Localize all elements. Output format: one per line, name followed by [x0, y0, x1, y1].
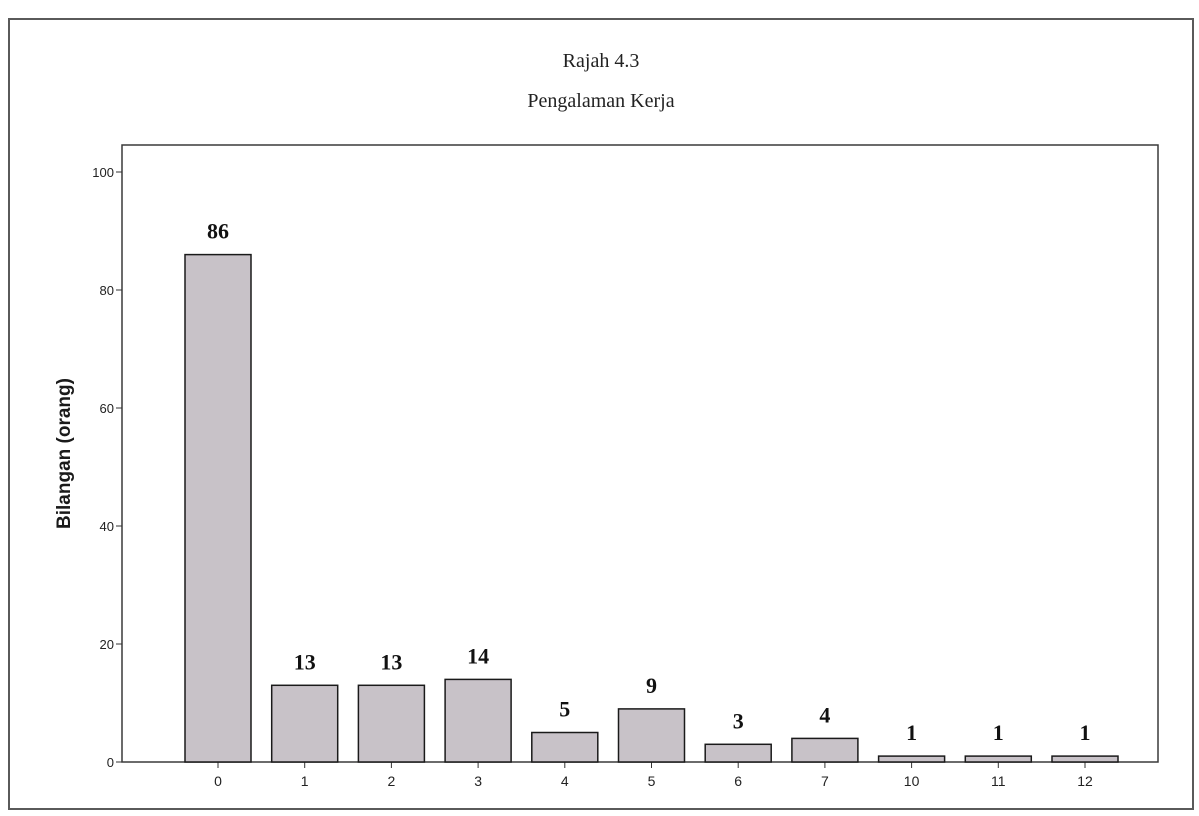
data-label-0: 86 — [207, 219, 229, 244]
y-tick-label: 80 — [100, 283, 114, 298]
chart-subtitle: Pengalaman Kerja — [527, 90, 675, 112]
bar-11 — [964, 755, 1033, 763]
y-tick-label: 60 — [100, 401, 114, 416]
bar-0 — [184, 253, 252, 763]
x-tick-label-2: 2 — [388, 773, 396, 789]
data-label-10: 1 — [906, 720, 917, 745]
y-axis: 0 20 40 60 80 100 — [92, 165, 122, 770]
x-tick-label-4: 4 — [561, 773, 569, 789]
x-tick-label-5: 5 — [648, 773, 656, 789]
data-label-1: 13 — [294, 649, 316, 674]
x-tick-label-1: 1 — [301, 773, 309, 789]
x-tick-label-3: 3 — [474, 773, 482, 789]
bar-7 — [791, 737, 859, 763]
data-label-12: 1 — [1080, 720, 1091, 745]
y-tick-label: 40 — [100, 519, 114, 534]
data-label-6: 3 — [733, 708, 744, 733]
bar-5 — [617, 708, 686, 763]
x-tick-label-6: 6 — [734, 773, 742, 789]
x-axis: 0 1 2 3 4 5 6 7 10 11 12 — [214, 762, 1093, 789]
bar-3 — [444, 678, 512, 763]
x-tick-label-10: 10 — [904, 773, 920, 789]
data-label-4: 5 — [559, 697, 570, 722]
bar-2 — [357, 684, 426, 763]
bar-4 — [531, 731, 599, 763]
bar-12 — [1051, 755, 1119, 763]
x-tick-label-12: 12 — [1077, 773, 1093, 789]
chart-title: Rajah 4.3 — [562, 50, 640, 72]
data-label-11: 1 — [993, 720, 1004, 745]
x-tick-label-7: 7 — [821, 773, 829, 789]
y-axis-label: Bilangan (orang) — [54, 378, 75, 529]
data-label-3: 14 — [467, 643, 489, 668]
data-labels-group: 86 13 13 14 5 9 3 4 1 1 1 — [207, 219, 1091, 745]
x-tick-label-0: 0 — [214, 773, 222, 789]
plot-area — [121, 144, 1159, 763]
y-tick-label: 0 — [107, 755, 114, 770]
y-tick-label: 100 — [92, 165, 114, 180]
bar-6 — [704, 743, 772, 763]
bar-10 — [877, 755, 946, 763]
data-label-5: 9 — [646, 673, 657, 698]
x-tick-label-11: 11 — [991, 773, 1006, 789]
bar-1 — [270, 684, 339, 763]
bars-group — [184, 253, 1119, 763]
y-tick-label: 20 — [100, 637, 114, 652]
data-label-2: 13 — [380, 649, 402, 674]
data-label-7: 4 — [819, 702, 830, 727]
